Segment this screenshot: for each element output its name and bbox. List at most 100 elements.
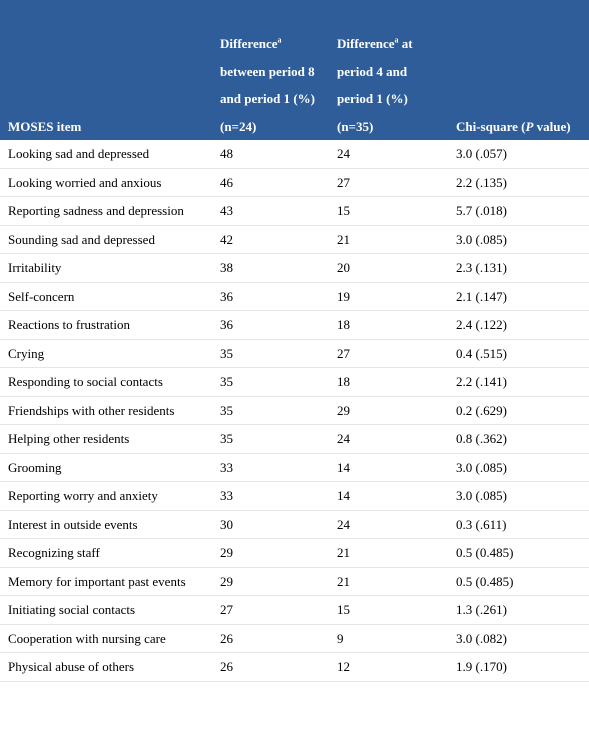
table-row: Looking worried and anxious 46 27 2.2 (.135… xyxy=(0,168,589,197)
table-row: Cooperation with nursing care 26 9 3.0 (.08… xyxy=(0,624,589,653)
cell-moses-item: Reporting worry and anxiety xyxy=(0,481,212,511)
header-row: MOSES item Differencea between period 8 … xyxy=(0,0,589,140)
cell-moses-item: Reactions to frustration xyxy=(0,310,212,340)
table-row: Helping other residents 35 24 0.8 (.362) xyxy=(0,424,589,454)
cell-diff-period8: 35 xyxy=(212,367,329,397)
cell-diff-period4: 21 xyxy=(329,225,448,254)
table-row: Reporting sadness and depression 43 15 5.7 … xyxy=(0,196,589,226)
table-row: Memory for important past events 29 21 0.5 … xyxy=(0,567,589,596)
cell-moses-item: Friendships with other residents xyxy=(0,396,212,425)
cell-diff-period4: 18 xyxy=(329,367,448,397)
cell-diff-period8: 36 xyxy=(212,282,329,311)
table-row: Reporting worry and anxiety 33 14 3.0 (.085… xyxy=(0,481,589,511)
cell-diff-period4: 21 xyxy=(329,567,448,596)
cell-diff-period4: 27 xyxy=(329,168,448,197)
header-diff-period4: Differencea at period 4 and period 1 (%)… xyxy=(329,0,448,140)
table-row: Sounding sad and depressed 42 21 3.0 (.085) xyxy=(0,225,589,254)
header-moses-item: MOSES item xyxy=(0,0,212,140)
cell-chi-square: 0.2 (.629) xyxy=(448,396,589,425)
cell-chi-square: 3.0 (.085) xyxy=(448,225,589,254)
cell-moses-item: Reporting sadness and depression xyxy=(0,196,212,226)
cell-diff-period4: 15 xyxy=(329,595,448,625)
cell-diff-period4: 15 xyxy=(329,196,448,226)
cell-diff-period4: 29 xyxy=(329,396,448,425)
cell-chi-square: 2.2 (.141) xyxy=(448,367,589,397)
cell-moses-item: Irritability xyxy=(0,253,212,283)
cell-diff-period8: 35 xyxy=(212,396,329,425)
cell-chi-square: 3.0 (.085) xyxy=(448,481,589,511)
header-chi-square: Chi-square (P value) xyxy=(448,0,589,140)
cell-diff-period8: 29 xyxy=(212,567,329,596)
table-header: MOSES item Differencea between period 8 … xyxy=(0,0,589,140)
cell-diff-period4: 9 xyxy=(329,624,448,653)
cell-diff-period8: 33 xyxy=(212,481,329,511)
table-row: Friendships with other residents 35 29 0.2 … xyxy=(0,396,589,425)
cell-diff-period8: 35 xyxy=(212,339,329,368)
cell-chi-square: 5.7 (.018) xyxy=(448,196,589,226)
cell-diff-period8: 42 xyxy=(212,225,329,254)
cell-diff-period4: 24 xyxy=(329,510,448,539)
cell-diff-period8: 46 xyxy=(212,168,329,197)
cell-moses-item: Helping other residents xyxy=(0,424,212,454)
cell-moses-item: Responding to social contacts xyxy=(0,367,212,397)
cell-diff-period4: 21 xyxy=(329,538,448,568)
table-row: Interest in outside events 30 24 0.3 (.611) xyxy=(0,510,589,539)
cell-moses-item: Physical abuse of others xyxy=(0,652,212,682)
cell-diff-period4: 14 xyxy=(329,453,448,482)
cell-moses-item: Looking sad and depressed xyxy=(0,140,212,169)
cell-moses-item: Interest in outside events xyxy=(0,510,212,539)
cell-diff-period8: 35 xyxy=(212,424,329,454)
cell-moses-item: Memory for important past events xyxy=(0,567,212,596)
cell-diff-period8: 36 xyxy=(212,310,329,340)
table-row: Looking sad and depressed 48 24 3.0 (.057) xyxy=(0,140,589,169)
moses-results-table: MOSES item Differencea between period 8 … xyxy=(0,0,589,682)
cell-chi-square: 3.0 (.085) xyxy=(448,453,589,482)
cell-moses-item: Recognizing staff xyxy=(0,538,212,568)
table-row: Irritability 38 20 2.3 (.131) xyxy=(0,253,589,283)
cell-diff-period8: 43 xyxy=(212,196,329,226)
cell-chi-square: 2.1 (.147) xyxy=(448,282,589,311)
cell-diff-period8: 30 xyxy=(212,510,329,539)
table-row: Physical abuse of others 26 12 1.9 (.170) xyxy=(0,652,589,682)
cell-diff-period4: 18 xyxy=(329,310,448,340)
cell-moses-item: Crying xyxy=(0,339,212,368)
cell-moses-item: Looking worried and anxious xyxy=(0,168,212,197)
table-row: Responding to social contacts 35 18 2.2 (.1… xyxy=(0,367,589,397)
cell-diff-period8: 26 xyxy=(212,624,329,653)
header-diff-period8: Differencea between period 8 and period … xyxy=(212,0,329,140)
cell-diff-period4: 20 xyxy=(329,253,448,283)
cell-moses-item: Initiating social contacts xyxy=(0,595,212,625)
cell-moses-item: Sounding sad and depressed xyxy=(0,225,212,254)
cell-diff-period4: 14 xyxy=(329,481,448,511)
cell-diff-period8: 27 xyxy=(212,595,329,625)
cell-chi-square: 3.0 (.082) xyxy=(448,624,589,653)
cell-diff-period8: 33 xyxy=(212,453,329,482)
cell-chi-square: 0.8 (.362) xyxy=(448,424,589,454)
cell-diff-period4: 19 xyxy=(329,282,448,311)
cell-chi-square: 2.2 (.135) xyxy=(448,168,589,197)
table-row: Self-concern 36 19 2.1 (.147) xyxy=(0,282,589,311)
cell-diff-period4: 27 xyxy=(329,339,448,368)
cell-chi-square: 2.4 (.122) xyxy=(448,310,589,340)
cell-diff-period8: 29 xyxy=(212,538,329,568)
table-row: Reactions to frustration 36 18 2.4 (.122) xyxy=(0,310,589,340)
table-row: Initiating social contacts 27 15 1.3 (.261) xyxy=(0,595,589,625)
cell-moses-item: Cooperation with nursing care xyxy=(0,624,212,653)
cell-moses-item: Grooming xyxy=(0,453,212,482)
cell-diff-period8: 26 xyxy=(212,652,329,682)
cell-chi-square: 1.9 (.170) xyxy=(448,652,589,682)
cell-chi-square: 0.3 (.611) xyxy=(448,510,589,539)
cell-chi-square: 0.4 (.515) xyxy=(448,339,589,368)
table-row: Recognizing staff 29 21 0.5 (0.485) xyxy=(0,538,589,568)
cell-diff-period4: 24 xyxy=(329,140,448,169)
cell-diff-period4: 24 xyxy=(329,424,448,454)
table-body: Looking sad and depressed 48 24 3.0 (.057) L… xyxy=(0,140,589,682)
cell-chi-square: 3.0 (.057) xyxy=(448,140,589,169)
cell-diff-period8: 48 xyxy=(212,140,329,169)
cell-chi-square: 0.5 (0.485) xyxy=(448,567,589,596)
cell-chi-square: 1.3 (.261) xyxy=(448,595,589,625)
cell-moses-item: Self-concern xyxy=(0,282,212,311)
cell-chi-square: 0.5 (0.485) xyxy=(448,538,589,568)
cell-diff-period8: 38 xyxy=(212,253,329,283)
table-row: Grooming 33 14 3.0 (.085) xyxy=(0,453,589,482)
